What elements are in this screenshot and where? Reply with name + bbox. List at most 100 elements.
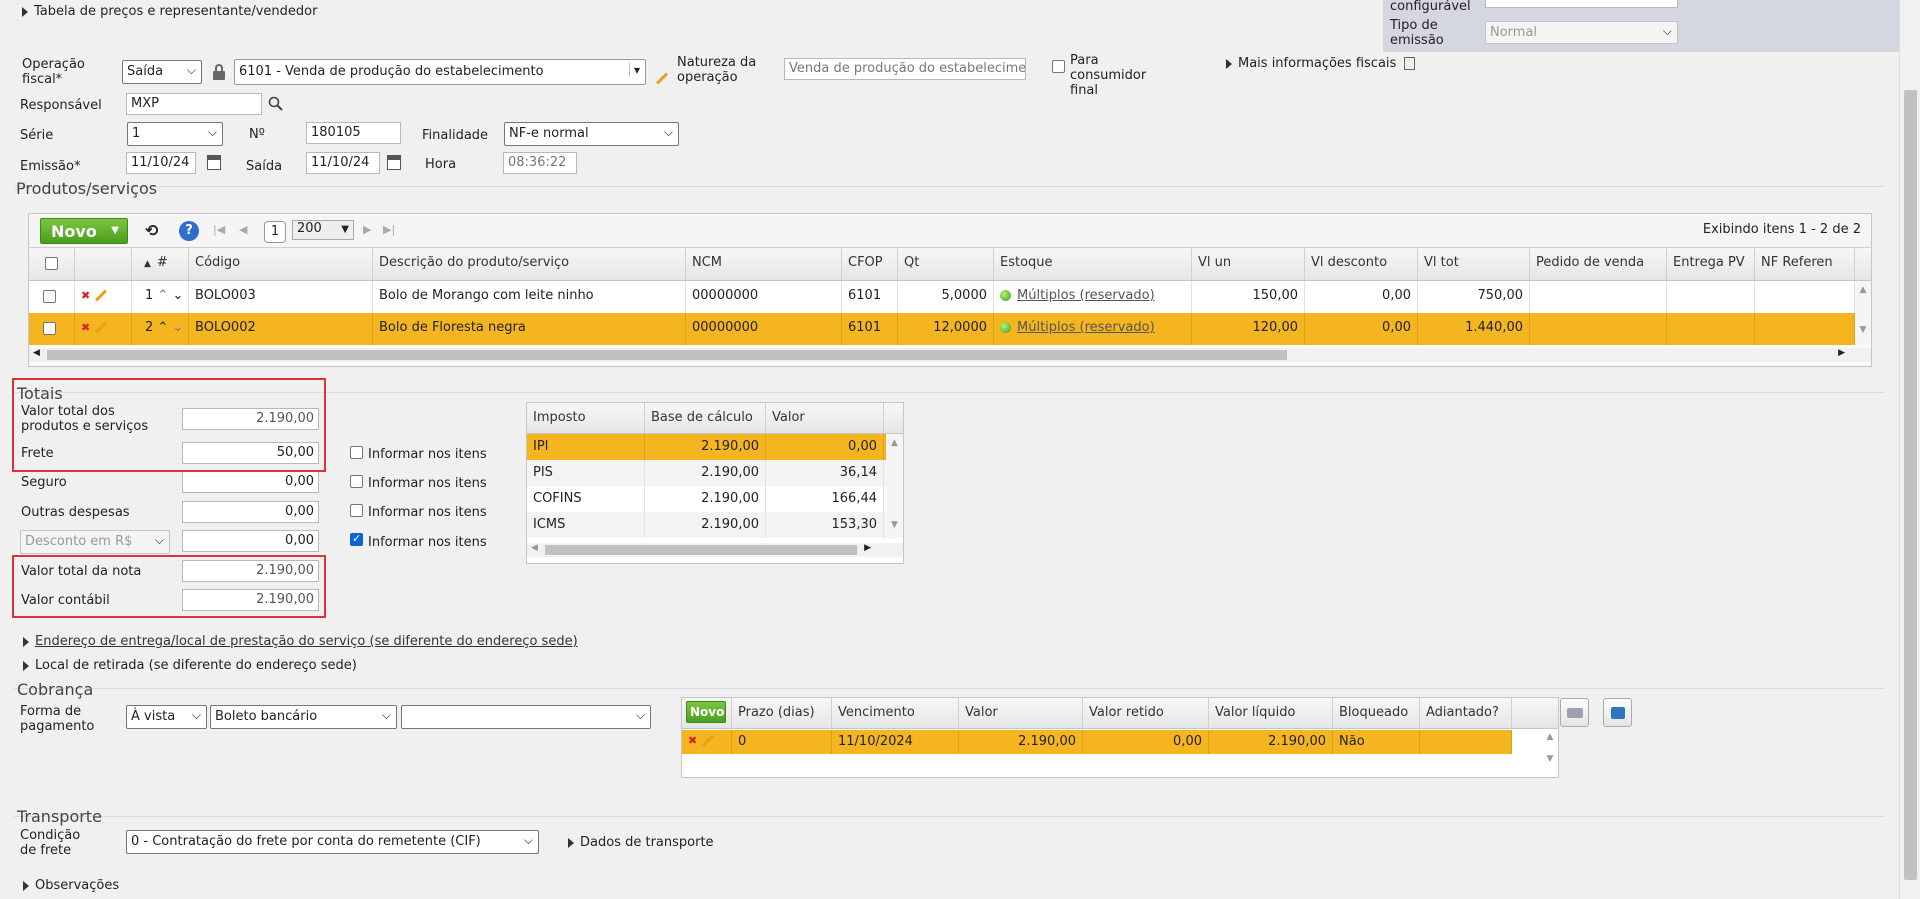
col-cfop-header[interactable]: CFOP <box>842 248 898 280</box>
prev-page-icon[interactable]: ◀ <box>239 223 248 236</box>
operacao-fiscal-select[interactable]: Saída ⌵ <box>122 60 202 84</box>
row-checkbox[interactable] <box>43 322 56 335</box>
col-estoque-header[interactable]: Estoque <box>994 248 1192 280</box>
col-entrega-header[interactable]: Entrega PV <box>1667 248 1755 280</box>
print-button[interactable] <box>1560 698 1589 727</box>
row-select-cell[interactable] <box>29 281 75 313</box>
calendar-icon[interactable] <box>387 155 401 170</box>
scroll-up-icon[interactable]: ▲ <box>1859 285 1867 295</box>
edit-natureza-icon[interactable] <box>655 71 669 86</box>
desconto-field[interactable]: 0,00 <box>182 530 319 552</box>
scroll-down-icon[interactable]: ▼ <box>891 520 898 530</box>
grid-hscroll[interactable]: ◀ ▶ <box>29 348 1871 362</box>
delete-icon[interactable]: ✖ <box>688 734 698 747</box>
edit-icon[interactable] <box>95 289 108 302</box>
numero-field[interactable]: 180105 <box>306 122 401 144</box>
responsavel-field[interactable]: MXP <box>126 93 262 115</box>
scroll-left-icon[interactable]: ◀ <box>33 348 40 358</box>
col-bloqueado-header[interactable]: Bloqueado <box>1333 698 1420 728</box>
dados-transporte-toggle[interactable]: Dados de transporte <box>568 835 714 850</box>
natureza-field[interactable]: Venda de produção do estabelecimento <box>784 58 1026 80</box>
move-up-icon[interactable]: ⌃ <box>157 288 169 303</box>
hora-field[interactable]: 08:36:22 <box>503 152 577 174</box>
scroll-right-icon[interactable]: ▶ <box>864 543 871 553</box>
emissao-field[interactable]: 11/10/24 <box>126 152 196 174</box>
novo-parcela-button[interactable]: Novo <box>686 701 726 723</box>
informar-itens-checkbox[interactable] <box>350 446 363 459</box>
help-icon[interactable]: ? <box>179 221 199 241</box>
table-row[interactable]: PIS 2.190,00 36,14 <box>527 460 903 486</box>
col-vldesconto-header[interactable]: Vl desconto <box>1305 248 1418 280</box>
col-codigo-header[interactable]: Código <box>189 248 373 280</box>
page-scrollbar-thumb[interactable] <box>1904 90 1917 880</box>
mais-info-fiscais-toggle[interactable]: Mais informações fiscais <box>1226 56 1416 71</box>
search-icon[interactable] <box>268 96 283 115</box>
cfop-select[interactable]: 6101 - Venda de produção do estabelecime… <box>234 59 646 85</box>
scroll-left-icon[interactable]: ◀ <box>531 543 538 553</box>
page-number-field[interactable]: 1 <box>264 221 286 243</box>
col-ncm-header[interactable]: NCM <box>686 248 842 280</box>
page-size-select[interactable]: 200 ▼ <box>292 220 354 240</box>
table-row[interactable]: ✖ 0 11/10/2024 2.190,00 0,00 2.190,00 Nã… <box>682 730 1512 754</box>
meio-pagamento-select[interactable]: Boleto bancário ⌵ <box>210 705 397 729</box>
configuravel-field[interactable] <box>1485 0 1678 8</box>
col-vltot-header[interactable]: Vl tot <box>1418 248 1530 280</box>
select-all-column[interactable] <box>29 248 75 280</box>
seguro-field[interactable]: 0,00 <box>182 471 319 493</box>
scroll-down-icon[interactable]: ▼ <box>1859 325 1867 335</box>
calendar-icon[interactable] <box>207 155 221 170</box>
first-page-icon[interactable]: |◀ <box>213 223 226 236</box>
col-vlun-header[interactable]: Vl un <box>1192 248 1305 280</box>
col-qt-header[interactable]: Qt <box>898 248 994 280</box>
table-row[interactable]: ✖ 2 ⌃ ⌄ BOLO002 Bolo de Floresta negra 0… <box>29 313 1871 345</box>
scroll-right-icon[interactable]: ▶ <box>1838 348 1845 358</box>
delete-icon[interactable]: ✖ <box>81 321 91 334</box>
table-row[interactable]: IPI 2.190,00 0,00 <box>527 434 903 460</box>
col-base-header[interactable]: Base de cálculo <box>645 403 766 433</box>
outras-despesas-field[interactable]: 0,00 <box>182 501 319 523</box>
move-up-icon[interactable]: ⌃ <box>157 320 169 335</box>
frete-field[interactable]: 50,00 <box>182 442 319 464</box>
informar-itens-checkbox[interactable] <box>350 504 363 517</box>
consumidor-final-checkbox[interactable] <box>1052 60 1065 73</box>
unlock-button[interactable] <box>1603 698 1632 727</box>
estoque-link[interactable]: Múltiplos (reservado) <box>1017 320 1155 335</box>
row-checkbox[interactable] <box>43 290 56 303</box>
row-select-cell[interactable] <box>29 313 75 345</box>
observacoes-toggle[interactable]: Observações <box>23 878 119 893</box>
tabela-precos-toggle[interactable]: Tabela de preços e representante/vendedo… <box>22 4 317 19</box>
page-scrollbar[interactable] <box>1899 0 1920 899</box>
next-page-icon[interactable]: ▶ <box>363 223 372 236</box>
impostos-hscroll[interactable]: ◀ ▶ <box>527 543 903 557</box>
cobranca-vscroll[interactable]: ▲ ▼ <box>1542 730 1558 775</box>
local-retirada-toggle[interactable]: Local de retirada (se diferente do ender… <box>23 658 357 673</box>
table-row[interactable]: COFINS 2.190,00 166,44 <box>527 486 903 512</box>
move-down-icon[interactable]: ⌄ <box>172 320 184 335</box>
table-row[interactable]: ✖ 1 ⌃ ⌄ BOLO003 Bolo de Morango com leit… <box>29 281 1871 314</box>
edit-icon[interactable] <box>702 734 715 747</box>
endereco-entrega-toggle[interactable]: Endereço de entrega/local de prestação d… <box>23 634 578 649</box>
last-page-icon[interactable]: ▶| <box>383 223 396 236</box>
col-pedido-header[interactable]: Pedido de venda <box>1530 248 1667 280</box>
col-vencimento-header[interactable]: Vencimento <box>832 698 959 728</box>
estoque-link[interactable]: Múltiplos (reservado) <box>1017 288 1155 303</box>
edit-icon[interactable] <box>95 321 108 334</box>
col-prazo-header[interactable]: Prazo (dias) <box>732 698 832 728</box>
col-valor-header[interactable]: Valor <box>766 403 884 433</box>
col-descricao-header[interactable]: Descrição do produto/serviço <box>373 248 686 280</box>
col-nfref-header[interactable]: NF Referen <box>1755 248 1855 280</box>
serie-select[interactable]: 1 ⌵ <box>127 122 223 146</box>
grid-hscroll-thumb[interactable] <box>47 350 1287 360</box>
novo-produto-button[interactable]: Novo ▼ <box>40 218 128 244</box>
col-valor-header[interactable]: Valor <box>959 698 1083 728</box>
forma-pagamento-select[interactable]: À vista ⌵ <box>126 705 207 729</box>
col-retido-header[interactable]: Valor retido <box>1083 698 1209 728</box>
impostos-vscroll[interactable]: ▲ ▼ <box>886 434 903 538</box>
col-liquido-header[interactable]: Valor líquido <box>1209 698 1333 728</box>
move-down-icon[interactable]: ⌄ <box>172 288 184 303</box>
conta-select[interactable]: ⌵ <box>401 705 651 729</box>
col-adiantado-header[interactable]: Adiantado? <box>1420 698 1512 728</box>
table-row[interactable]: ICMS 2.190,00 153,30 <box>527 512 903 538</box>
condicao-frete-select[interactable]: 0 - Contratação do frete por conta do re… <box>126 830 539 854</box>
impostos-hscroll-thumb[interactable] <box>545 545 857 555</box>
